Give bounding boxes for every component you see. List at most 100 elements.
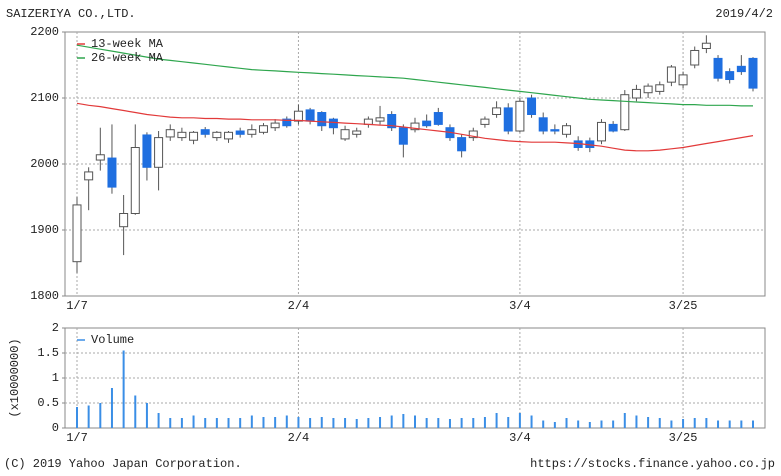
volume-bar <box>285 415 288 428</box>
volume-bar <box>134 395 137 428</box>
volume-bar <box>414 415 416 428</box>
volume-bar <box>250 415 253 428</box>
volume-bar <box>693 418 696 428</box>
volume-bar <box>588 422 591 428</box>
volume-bar <box>344 418 347 428</box>
x-tick-label: 3/4 <box>509 431 531 445</box>
y-tick-label: 2100 <box>30 91 59 105</box>
volume-bar <box>192 415 195 428</box>
volume-bar <box>110 388 113 428</box>
volume-bar <box>425 418 428 428</box>
candle-body <box>725 71 735 81</box>
candle-body <box>503 107 513 132</box>
volume-bar <box>215 418 218 428</box>
volume-bar <box>553 422 556 428</box>
volume-bar <box>600 420 603 428</box>
candle-body <box>398 127 408 145</box>
candle-body <box>235 130 245 135</box>
volume-bar <box>355 419 358 428</box>
volume-bar <box>717 420 720 428</box>
candle-body <box>107 157 117 188</box>
candle-body <box>422 120 432 127</box>
chart-title: SAIZERIYA CO.,LTD. <box>6 7 136 21</box>
candle-body <box>690 49 700 66</box>
candle-body <box>258 125 268 133</box>
volume-bar <box>647 417 650 428</box>
candle-body <box>305 109 315 122</box>
volume-bar <box>309 418 312 428</box>
volume-bar <box>507 417 510 428</box>
x-tick-label: 2/4 <box>288 299 310 313</box>
volume-bar <box>682 419 685 428</box>
candle-body <box>212 131 222 139</box>
volume-bar <box>320 417 323 428</box>
x-tick-label: 3/25 <box>669 431 698 445</box>
y-tick-label: 1.5 <box>37 346 59 360</box>
x-tick-label: 3/25 <box>669 299 698 313</box>
candle-body <box>375 117 385 122</box>
candle-body <box>701 42 711 50</box>
candle-body <box>538 117 548 132</box>
candle-body <box>410 122 420 131</box>
candle-body <box>550 129 560 132</box>
candle-body <box>189 131 199 141</box>
volume-bar <box>495 413 498 428</box>
y-tick-label: 1800 <box>30 289 59 303</box>
x-tick-label: 2/4 <box>288 431 310 445</box>
volume-bar <box>227 418 230 428</box>
volume-bar <box>204 418 207 428</box>
volume-bar <box>332 418 335 428</box>
legend-label: 13-week MA <box>91 37 164 51</box>
volume-bar <box>670 420 673 428</box>
candle-body <box>713 57 723 79</box>
y-tick-label: 2200 <box>30 25 59 39</box>
candle-body <box>631 88 641 99</box>
volume-bar <box>705 418 708 428</box>
candle-body <box>678 74 688 86</box>
volume-bar <box>530 415 533 428</box>
volume-bar <box>752 420 754 428</box>
candle-body <box>130 147 140 214</box>
candle-body <box>282 118 292 127</box>
volume-bar <box>658 418 661 428</box>
y-tick-label: 2000 <box>30 157 59 171</box>
y-tick-label: 0.5 <box>37 396 59 410</box>
candle-body <box>340 129 350 140</box>
volume-bar <box>379 417 382 428</box>
volume-bar <box>460 418 463 428</box>
source-url: https://stocks.finance.yahoo.co.jp <box>530 457 775 471</box>
volume-bar <box>157 413 160 428</box>
volume-bar <box>76 407 78 428</box>
legend-label: Volume <box>91 333 134 347</box>
candle-body <box>596 121 606 142</box>
volume-bar <box>122 350 125 428</box>
candle-body <box>247 129 257 135</box>
y-tick-label: 1 <box>52 371 59 385</box>
volume-bar <box>472 418 475 428</box>
volume-bar <box>623 413 626 428</box>
y-tick-label: 0 <box>52 421 59 435</box>
volume-bar <box>145 403 148 428</box>
moving-average-line <box>76 44 753 107</box>
candle-body <box>480 118 490 125</box>
volume-bar <box>180 418 183 428</box>
moving-average-line <box>76 102 754 152</box>
candle-body <box>352 130 362 135</box>
candle-body <box>620 94 630 131</box>
candle-body <box>224 131 234 140</box>
volume-bar <box>448 419 451 428</box>
candle-body <box>457 137 467 152</box>
volume-bar <box>99 403 102 428</box>
volume-bar <box>367 418 370 428</box>
x-tick-label: 3/4 <box>509 299 531 313</box>
candle-body <box>72 204 82 263</box>
volume-bar <box>262 417 265 428</box>
candle-body <box>293 110 303 122</box>
volume-bar <box>437 418 440 428</box>
candle-body <box>492 107 502 116</box>
volume-bar <box>542 420 545 428</box>
candle-body <box>387 114 397 129</box>
candle-body <box>142 134 152 168</box>
volume-bar <box>274 417 277 428</box>
